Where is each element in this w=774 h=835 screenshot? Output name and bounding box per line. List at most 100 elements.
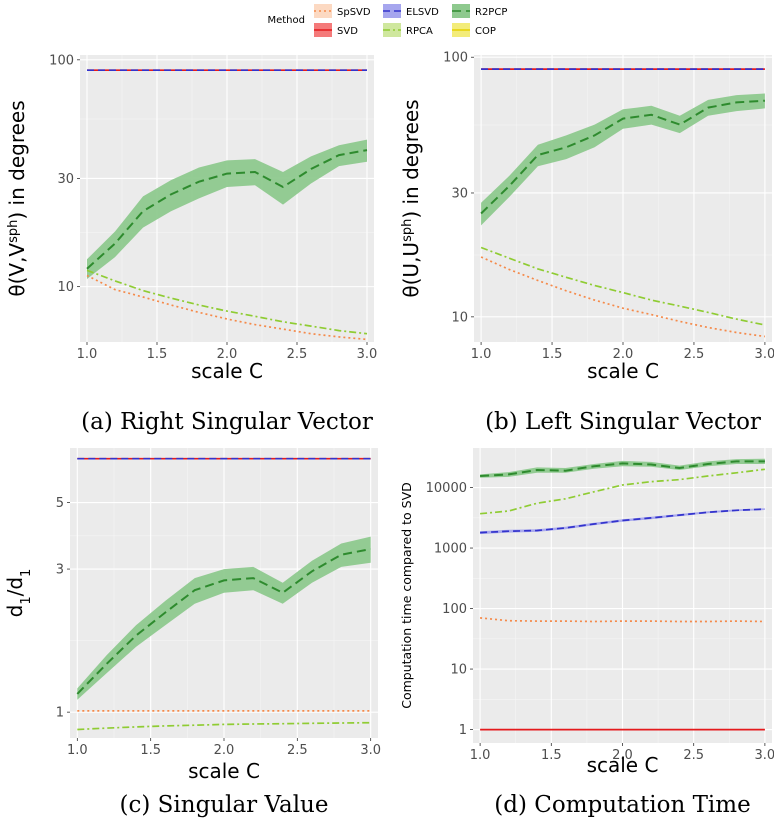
legend-title: Method [267, 15, 305, 26]
band-r2pcp [77, 536, 371, 700]
y-axis-label: θ(V,Vsph) in degrees [5, 100, 29, 296]
confidence-bands [481, 93, 765, 226]
x-tick-label: 1.5 [147, 347, 168, 362]
series-line-elsvd [480, 508, 765, 534]
tick-labels: 1.0 1.5 2.0 2.5 3.0 10 30 100 [49, 53, 377, 362]
series-line-r2pcp [86, 149, 368, 270]
x-tick-label: 1.0 [471, 347, 492, 362]
x-tick-label: 2.5 [287, 347, 308, 362]
caption: (d) Computation Time [494, 792, 750, 818]
x-tick-label: 1.5 [542, 347, 563, 362]
x-tick-label: 2.5 [684, 347, 705, 362]
y-axis-label: Computation time compared to SVD [399, 482, 414, 709]
panel-left-singular-vector: 1.0 1.5 2.0 2.5 3.0 10 30 100 scale C θ(U,Usph)… [399, 51, 774, 435]
x-tick-label: 1.0 [470, 748, 491, 763]
y-label-main: d [3, 605, 27, 618]
y-label-sup: sph [6, 220, 21, 243]
x-tick-label: 3.0 [755, 347, 774, 362]
y-tick-label: 100 [443, 51, 468, 66]
panel-computation-time: 1.0 1.5 2.0 2.5 3.0 1 10 100 1000 10000 scale C C… [399, 448, 774, 818]
series-lines [76, 457, 371, 731]
x-axis-label: scale C [191, 359, 263, 383]
x-tick-label: 3.0 [755, 748, 774, 763]
x-tick-label: 2.0 [217, 347, 238, 362]
x-tick-label: 3.0 [357, 347, 378, 362]
band-r2pcp [87, 139, 367, 279]
x-tick-label: 2.5 [287, 743, 308, 758]
y-tick-label: 100 [49, 53, 74, 68]
legend-key-elsvd [383, 4, 401, 18]
confidence-bands [77, 536, 371, 700]
series-line-r2pcp [76, 548, 371, 695]
legend-label-elsvd: ELSVD [406, 7, 439, 18]
x-tick-label: 2.0 [214, 743, 235, 758]
series-line-rpca [77, 721, 371, 731]
series-line-r2pcp [480, 460, 765, 477]
legend-label-svd: SVD [337, 26, 358, 37]
tick-labels: 1.0 1.5 2.0 2.5 3.0 1 3 5 [56, 496, 381, 758]
y-label-sub1: 1 [19, 596, 34, 604]
y-tick-label: 5 [56, 496, 64, 511]
y-tick-label: 1 [56, 706, 64, 721]
tick-labels: 1.0 1.5 2.0 2.5 3.0 1 10 100 1000 10000 [426, 481, 774, 763]
gridlines [474, 55, 772, 342]
series-lines [86, 69, 368, 341]
legend-label-rpca: RPCA [406, 26, 433, 37]
y-tick-label: 10 [450, 663, 467, 678]
y-tick-label: 30 [57, 172, 74, 187]
caption: (b) Left Singular Vector [485, 409, 761, 435]
y-tick-label: 30 [451, 186, 468, 201]
y-tick-label: 1000 [434, 542, 467, 557]
x-tick-label: 1.5 [140, 743, 161, 758]
legend-label-r2pcp: R2PCP [475, 7, 507, 18]
tick-labels: 1.0 1.5 2.0 2.5 3.0 10 30 100 [443, 51, 774, 362]
x-tick-label: 2.0 [612, 748, 633, 763]
y-tick-label: 10000 [426, 481, 467, 496]
y-label-sup: sph [400, 219, 415, 242]
x-axis-label: scale C [587, 753, 659, 777]
y-label-sub2: 1 [19, 569, 34, 577]
y-tick-label: 10 [451, 310, 468, 325]
caption: (a) Right Singular Vector [81, 409, 373, 435]
x-tick-label: 1.0 [67, 743, 88, 758]
series-lines [480, 460, 766, 731]
x-axis-label: scale C [587, 359, 659, 383]
band-r2pcp [481, 93, 765, 226]
y-tick-label: 1 [459, 723, 467, 738]
legend: Method SpSVD SVD ELSVD RPCA R2PCP COP [267, 4, 507, 37]
y-label-main: θ(U,U [399, 242, 423, 298]
series-line-spsvd [480, 256, 766, 338]
series-line-rpca [480, 468, 766, 515]
series-line-rpca [86, 269, 368, 335]
series-line-spsvd [86, 274, 368, 341]
y-tick-label: 100 [442, 602, 467, 617]
y-label-main: θ(V,V [5, 243, 29, 297]
y-label-tail: ) in degrees [5, 100, 29, 219]
caption: (c) Singular Value [120, 792, 329, 818]
x-tick-label: 3.0 [360, 743, 381, 758]
y-axis-label: θ(U,Usph) in degrees [399, 99, 423, 297]
legend-label-spsvd: SpSVD [337, 7, 371, 18]
series-line-rpca [480, 246, 766, 326]
y-tick-label: 10 [57, 280, 74, 295]
y-label-hat: ^ [0, 603, 14, 620]
x-tick-label: 1.5 [541, 748, 562, 763]
y-axis-label: d1/d1 [3, 569, 34, 618]
y-label-tail: ) in degrees [399, 99, 423, 218]
legend-key-rpca [383, 23, 401, 37]
band-elsvd [480, 508, 765, 535]
confidence-bands [87, 139, 367, 279]
x-tick-label: 2.0 [613, 347, 634, 362]
y-tick-label: 3 [56, 563, 64, 578]
legend-key-spsvd [314, 4, 332, 18]
panel-right-singular-vector: 1.0 1.5 2.0 2.5 3.0 10 30 100 scale C θ(V,Vsph)… [5, 53, 377, 435]
x-axis-label: scale C [188, 759, 260, 783]
legend-label-cop: COP [475, 26, 496, 37]
series-line-r2pcp [480, 99, 765, 215]
series-lines [480, 68, 766, 338]
y-label-slash: /d [3, 577, 27, 596]
x-tick-label: 2.5 [683, 748, 704, 763]
x-tick-label: 1.0 [77, 347, 98, 362]
